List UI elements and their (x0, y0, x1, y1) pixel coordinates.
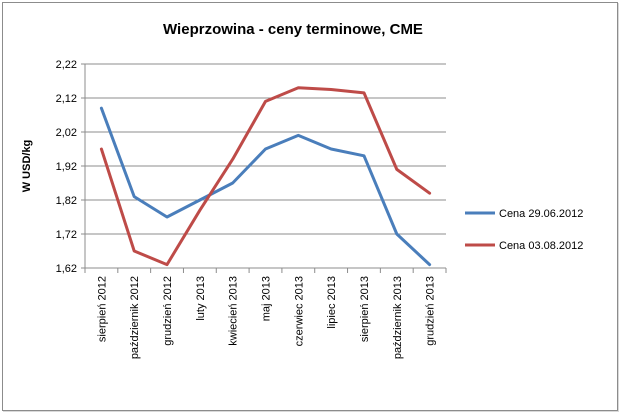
x-tick-label: czerwiec 2013 (293, 276, 305, 346)
x-tick-label: październik 2012 (129, 276, 141, 359)
axes (81, 63, 447, 273)
y-tick-label: 1,82 (56, 195, 77, 207)
x-tick-labels: sierpień 2012 październik 2012 grudzień 20… (96, 276, 436, 359)
y-tick-label: 2,22 (56, 59, 77, 71)
x-tick-label: luty 2013 (195, 276, 207, 321)
x-tick-label: grudzień 2012 (162, 276, 174, 346)
series-line (99, 86, 432, 267)
legend-label: Cena 29.06.2012 (499, 208, 583, 220)
y-axis-title: W USD/kg (21, 140, 33, 193)
y-tick-label: 1,62 (56, 263, 77, 275)
x-tick-label: kwiecień 2013 (228, 276, 240, 346)
x-tick-label: lipiec 2013 (326, 276, 338, 329)
chart-title: Wieprzowina - ceny terminowe, CME (163, 21, 423, 38)
x-tick-label: sierpień 2012 (96, 276, 108, 342)
series-lines (99, 86, 432, 267)
x-tick-label: sierpień 2013 (359, 276, 371, 342)
gridlines (85, 63, 446, 269)
x-tick-label: grudzień 2013 (425, 276, 437, 346)
y-tick-label: 2,12 (56, 93, 77, 105)
y-tick-labels: 1,62 1,72 1,82 1,92 2,02 2,12 2,22 (56, 59, 77, 275)
series-line (99, 106, 432, 267)
x-tick-label: maj 2013 (261, 276, 273, 321)
legend-label: Cena 03.08.2012 (499, 240, 583, 252)
legend: Cena 29.06.2012 Cena 03.08.2012 (465, 208, 583, 252)
x-tick-label: październik 2013 (392, 276, 404, 359)
line-chart: 1,62 1,72 1,82 1,92 2,02 2,12 2,22 sierpień 20… (21, 59, 583, 359)
y-tick-label: 1,92 (56, 161, 77, 173)
y-tick-label: 1,72 (56, 229, 77, 241)
y-tick-label: 2,02 (56, 127, 77, 139)
